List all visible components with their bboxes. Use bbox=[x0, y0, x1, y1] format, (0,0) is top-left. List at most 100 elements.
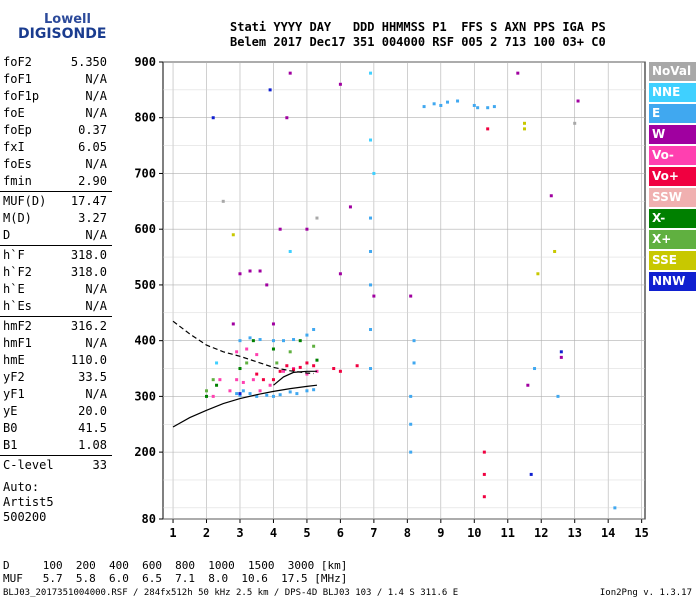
data-point-w bbox=[238, 272, 242, 276]
data-point-e bbox=[369, 249, 373, 253]
footer-file-info: BLJ03_2017351004000.RSF / 284fx512h 50 k… bbox=[3, 588, 459, 598]
data-point-e bbox=[235, 392, 239, 396]
data-point-w bbox=[288, 71, 292, 75]
data-point-w bbox=[409, 294, 413, 298]
data-point-e bbox=[556, 394, 560, 398]
param-name: yE bbox=[3, 404, 18, 418]
data-point-e bbox=[369, 216, 373, 220]
data-point-e bbox=[369, 367, 373, 371]
legend-item: X- bbox=[649, 209, 696, 228]
legend-item: NNE bbox=[649, 83, 696, 102]
data-point-vo- bbox=[241, 380, 245, 384]
y-tick-label: 600 bbox=[134, 222, 156, 236]
param-row: hmF2 316.2 bbox=[3, 318, 107, 335]
data-point-w bbox=[278, 227, 282, 231]
x-tick-label: 1 bbox=[169, 526, 176, 540]
data-point-nne bbox=[288, 249, 292, 253]
param-name: foEs bbox=[3, 157, 32, 171]
param-value: 318.0 bbox=[70, 248, 107, 262]
data-point-w bbox=[271, 322, 275, 326]
y-tick-label: 400 bbox=[134, 334, 156, 348]
param-value: 5.350 bbox=[70, 55, 107, 69]
data-point-x- bbox=[312, 344, 316, 348]
data-point-vo- bbox=[278, 369, 282, 373]
data-point-e bbox=[456, 99, 460, 103]
header-values: Belem 2017 Dec17 351 004000 RSF 005 2 71… bbox=[230, 35, 606, 49]
param-value: 316.2 bbox=[70, 319, 107, 333]
data-point-vo- bbox=[261, 378, 265, 382]
param-row: hmE 110.0 bbox=[3, 352, 107, 369]
param-name: fxI bbox=[3, 140, 25, 154]
data-point-e bbox=[409, 394, 413, 398]
data-point-vo- bbox=[271, 378, 275, 382]
param-value: N/A bbox=[85, 299, 107, 313]
param-row: fmin 2.90 bbox=[3, 173, 107, 190]
data-point-vo- bbox=[251, 378, 255, 382]
data-point-e bbox=[271, 394, 275, 398]
data-point-w bbox=[305, 227, 309, 231]
data-point-vo- bbox=[245, 347, 249, 351]
data-point-e bbox=[409, 450, 413, 454]
legend-item: SSW bbox=[649, 188, 696, 207]
param-separator bbox=[0, 245, 112, 246]
param-name: fmin bbox=[3, 174, 32, 188]
param-row: D N/A bbox=[3, 227, 107, 244]
param-value: N/A bbox=[85, 336, 107, 350]
data-point-e bbox=[312, 388, 316, 392]
param-row: foF2 5.350 bbox=[3, 54, 107, 71]
data-point-e bbox=[412, 339, 416, 343]
param-row: foE N/A bbox=[3, 105, 107, 122]
param-name: foF1p bbox=[3, 89, 40, 103]
param-row: foEs N/A bbox=[3, 156, 107, 173]
param-row: yF2 33.5 bbox=[3, 369, 107, 386]
data-point-vo- bbox=[211, 394, 215, 398]
legend-item: NNW bbox=[649, 272, 696, 291]
y-tick-label: 80 bbox=[142, 512, 156, 526]
param-value: N/A bbox=[85, 89, 107, 103]
param-name: foF1 bbox=[3, 72, 32, 86]
param-value: 33.5 bbox=[78, 370, 107, 384]
data-point-x- bbox=[315, 358, 319, 362]
data-point-vo- bbox=[282, 369, 285, 373]
data-point-e bbox=[241, 389, 245, 393]
param-row: foEp 0.37 bbox=[3, 122, 107, 139]
distance-row: D 100 200 400 600 800 1000 1500 3000 [km… bbox=[3, 559, 348, 572]
profile-curve-dashed bbox=[172, 320, 314, 375]
param-row: C-level 33 bbox=[3, 457, 107, 474]
x-tick-label: 12 bbox=[534, 526, 548, 540]
logo-line-2: DIGISONDE bbox=[18, 26, 107, 42]
data-point-e bbox=[369, 328, 373, 332]
param-name: h`F2 bbox=[3, 265, 32, 279]
header-block: Stati YYYY DAY DDD HHMMSS P1 FFS S AXN P… bbox=[230, 20, 606, 50]
param-name: hmF1 bbox=[3, 336, 32, 350]
x-tick-label: 5 bbox=[303, 526, 310, 540]
x-tick-label: 4 bbox=[270, 526, 277, 540]
data-point-nnw bbox=[211, 116, 215, 120]
data-point-x- bbox=[275, 361, 279, 365]
data-point-vo- bbox=[228, 389, 232, 393]
data-point-x- bbox=[238, 367, 242, 371]
y-tick-label: 200 bbox=[134, 445, 156, 459]
param-row: h`Es N/A bbox=[3, 298, 107, 315]
param-value: N/A bbox=[85, 72, 107, 86]
data-point-x- bbox=[215, 383, 219, 387]
param-name: MUF(D) bbox=[3, 194, 47, 208]
data-point-e bbox=[412, 361, 416, 365]
data-point-vo- bbox=[285, 364, 289, 368]
data-point-e bbox=[369, 283, 373, 287]
legend-item: NoVal bbox=[649, 62, 696, 81]
data-point-nne bbox=[215, 361, 219, 365]
data-point-vo- bbox=[482, 472, 486, 476]
data-point-w bbox=[516, 71, 520, 75]
param-separator bbox=[0, 455, 112, 456]
data-point-w bbox=[549, 194, 553, 198]
data-point-w bbox=[285, 116, 289, 120]
param-value: N/A bbox=[85, 106, 107, 120]
param-row: M(D) 3.27 bbox=[3, 210, 107, 227]
x-tick-label: 8 bbox=[404, 526, 411, 540]
data-point-x- bbox=[245, 361, 249, 365]
data-point-x- bbox=[271, 347, 275, 351]
data-point-noval bbox=[315, 216, 319, 220]
data-point-e bbox=[422, 105, 426, 109]
param-row: fxI 6.05 bbox=[3, 139, 107, 156]
